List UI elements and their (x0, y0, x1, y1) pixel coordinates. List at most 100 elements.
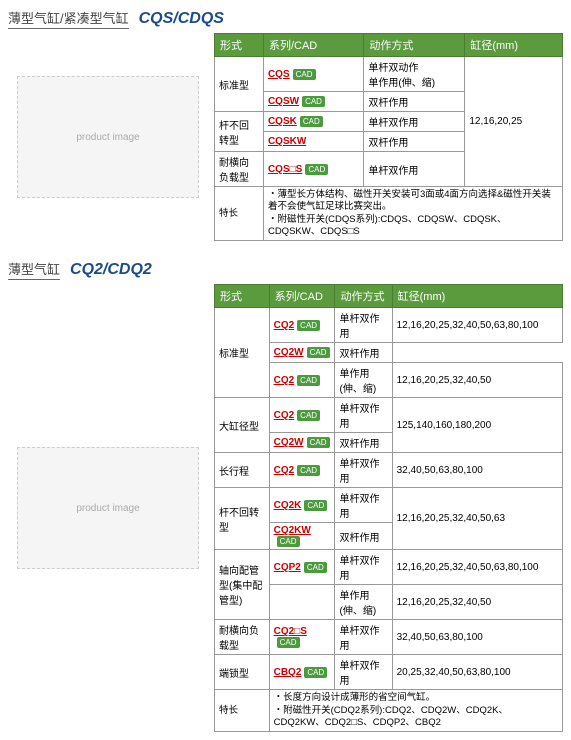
series-cell: CQSWCAD (263, 92, 363, 112)
section-cq2: 薄型气缸 CQ2/CDQ2 product image 形式 系列/CAD 动作… (8, 259, 563, 732)
action-cell: 单杆双作用 (364, 112, 465, 132)
form-cell: 杆不回转型 (215, 112, 264, 152)
bore-cell: 12,16,20,25,32,40,50,63,80,100 (392, 308, 562, 343)
form-cell: 端锁型 (215, 655, 270, 690)
product-image-area: product image (8, 284, 208, 732)
action-cell: 双杆作用 (364, 132, 465, 152)
feature-label: 特长 (215, 187, 264, 241)
series-link[interactable]: CBQ2 (274, 667, 302, 678)
action-cell: 单杆双作用 (335, 655, 392, 690)
form-cell: 耐横向负载型 (215, 152, 264, 187)
series-cell: CBQ2CAD (269, 655, 335, 690)
action-cell: 单作用(伸、缩) (335, 585, 392, 620)
series-cell: CQ2WCAD (269, 343, 335, 363)
form-cell: 轴向配管型(集中配管型) (215, 550, 270, 620)
product-image: product image (17, 76, 199, 198)
cad-badge[interactable]: CAD (297, 465, 320, 476)
action-cell: 单杆双动作 单作用(伸、缩) (364, 57, 465, 92)
action-cell: 双杆作用 (335, 523, 392, 550)
spec-table-cqs: 形式 系列/CAD 动作方式 缸径(mm) 标准型CQSCAD单杆双动作 单作用… (214, 33, 563, 241)
bore-cell: 12,16,20,25,32,40,50 (392, 585, 562, 620)
cad-badge[interactable]: CAD (297, 410, 320, 421)
col-bore: 缸径(mm) (392, 285, 562, 308)
form-cell: 耐横向负载型 (215, 620, 270, 655)
series-link[interactable]: CQ2 (274, 410, 295, 421)
series-cell: CQ2CAD (269, 308, 335, 343)
action-cell: 单杆双作用 (335, 550, 392, 585)
action-cell: 双杆作用 (335, 433, 392, 453)
series-cell: CQ2CAD (269, 398, 335, 433)
series-link[interactable]: CQSK (268, 116, 297, 127)
feature-text: ・薄型长方体结构、磁性开关安装可3面或4面方向选择&磁性开关装着不会使气缸足球比… (263, 187, 562, 241)
series-cell: CQS□SCAD (263, 152, 363, 187)
cad-badge[interactable]: CAD (297, 320, 320, 331)
cad-badge[interactable]: CAD (293, 69, 316, 80)
form-cell: 长行程 (215, 453, 270, 488)
cad-badge[interactable]: CAD (307, 437, 330, 448)
series-cell (269, 585, 335, 620)
action-cell: 单杆双作用 (335, 308, 392, 343)
cad-badge[interactable]: CAD (304, 667, 327, 678)
series-cell: CQP2CAD (269, 550, 335, 585)
col-bore: 缸径(mm) (465, 34, 563, 57)
bore-cell: 125,140,160,180,200 (392, 398, 562, 453)
col-series: 系列/CAD (263, 34, 363, 57)
section-title: 薄型气缸 CQ2/CDQ2 (8, 259, 563, 280)
title-model: CQ2/CDQ2 (70, 261, 152, 279)
cad-badge[interactable]: CAD (305, 164, 328, 175)
series-cell: CQSKCAD (263, 112, 363, 132)
series-link[interactable]: CQ2W (274, 347, 304, 358)
series-cell: CQSKW (263, 132, 363, 152)
col-form: 形式 (215, 34, 264, 57)
cad-badge[interactable]: CAD (277, 536, 300, 547)
series-link[interactable]: CQ2KW (274, 525, 311, 536)
title-label: 薄型气缸/紧凑型气缸 (8, 8, 129, 29)
title-model: CQS/CDQS (139, 10, 224, 28)
bore-cell: 32,40,50,63,80,100 (392, 620, 562, 655)
bore-cell: 12,16,20,25,32,40,50 (392, 363, 562, 398)
series-link[interactable]: CQS (268, 69, 290, 80)
cad-badge[interactable]: CAD (302, 96, 325, 107)
cad-badge[interactable]: CAD (300, 116, 323, 127)
form-cell: 大缸径型 (215, 398, 270, 453)
cad-badge[interactable]: CAD (277, 637, 300, 648)
cad-badge[interactable]: CAD (304, 500, 327, 511)
series-link[interactable]: CQSKW (268, 136, 306, 147)
feature-label: 特长 (215, 690, 270, 732)
bore-cell: 12,16,20,25 (465, 57, 563, 187)
series-link[interactable]: CQ2 (274, 375, 295, 386)
series-cell: CQ2KWCAD (269, 523, 335, 550)
action-cell: 单杆双作用 (335, 453, 392, 488)
series-cell: CQ2WCAD (269, 433, 335, 453)
series-link[interactable]: CQ2□S (274, 626, 307, 637)
cad-badge[interactable]: CAD (307, 347, 330, 358)
action-cell: 单杆双作用 (364, 152, 465, 187)
title-label: 薄型气缸 (8, 259, 60, 280)
spec-table-cq2: 形式 系列/CAD 动作方式 缸径(mm) 标准型CQ2CAD单杆双作用12,1… (214, 284, 563, 732)
series-cell: CQ2CAD (269, 363, 335, 398)
product-image: product image (17, 447, 199, 569)
series-link[interactable]: CQ2 (274, 465, 295, 476)
series-cell: CQSCAD (263, 57, 363, 92)
bore-cell: 20,25,32,40,50,63,80,100 (392, 655, 562, 690)
series-link[interactable]: CQ2K (274, 500, 302, 511)
series-cell: CQ2CAD (269, 453, 335, 488)
action-cell: 单杆双作用 (335, 398, 392, 433)
cad-badge[interactable]: CAD (297, 375, 320, 386)
section-title: 薄型气缸/紧凑型气缸 CQS/CDQS (8, 8, 563, 29)
series-link[interactable]: CQS□S (268, 164, 302, 175)
action-cell: 双杆作用 (364, 92, 465, 112)
series-link[interactable]: CQ2W (274, 437, 304, 448)
bore-cell: 32,40,50,63,80,100 (392, 453, 562, 488)
series-cell: CQ2□SCAD (269, 620, 335, 655)
form-cell: 杆不回转型 (215, 488, 270, 550)
feature-text: ・长度方向设计成薄形的省空间气缸。 ・附磁性开关(CDQ2系列):CDQ2、CD… (269, 690, 562, 732)
bore-cell: 12,16,20,25,32,40,50,63,80,100 (392, 550, 562, 585)
series-link[interactable]: CQP2 (274, 562, 301, 573)
col-action: 动作方式 (335, 285, 392, 308)
series-link[interactable]: CQSW (268, 96, 299, 107)
col-series: 系列/CAD (269, 285, 335, 308)
series-link[interactable]: CQ2 (274, 320, 295, 331)
cad-badge[interactable]: CAD (304, 562, 327, 573)
action-cell: 双杆作用 (335, 343, 392, 363)
